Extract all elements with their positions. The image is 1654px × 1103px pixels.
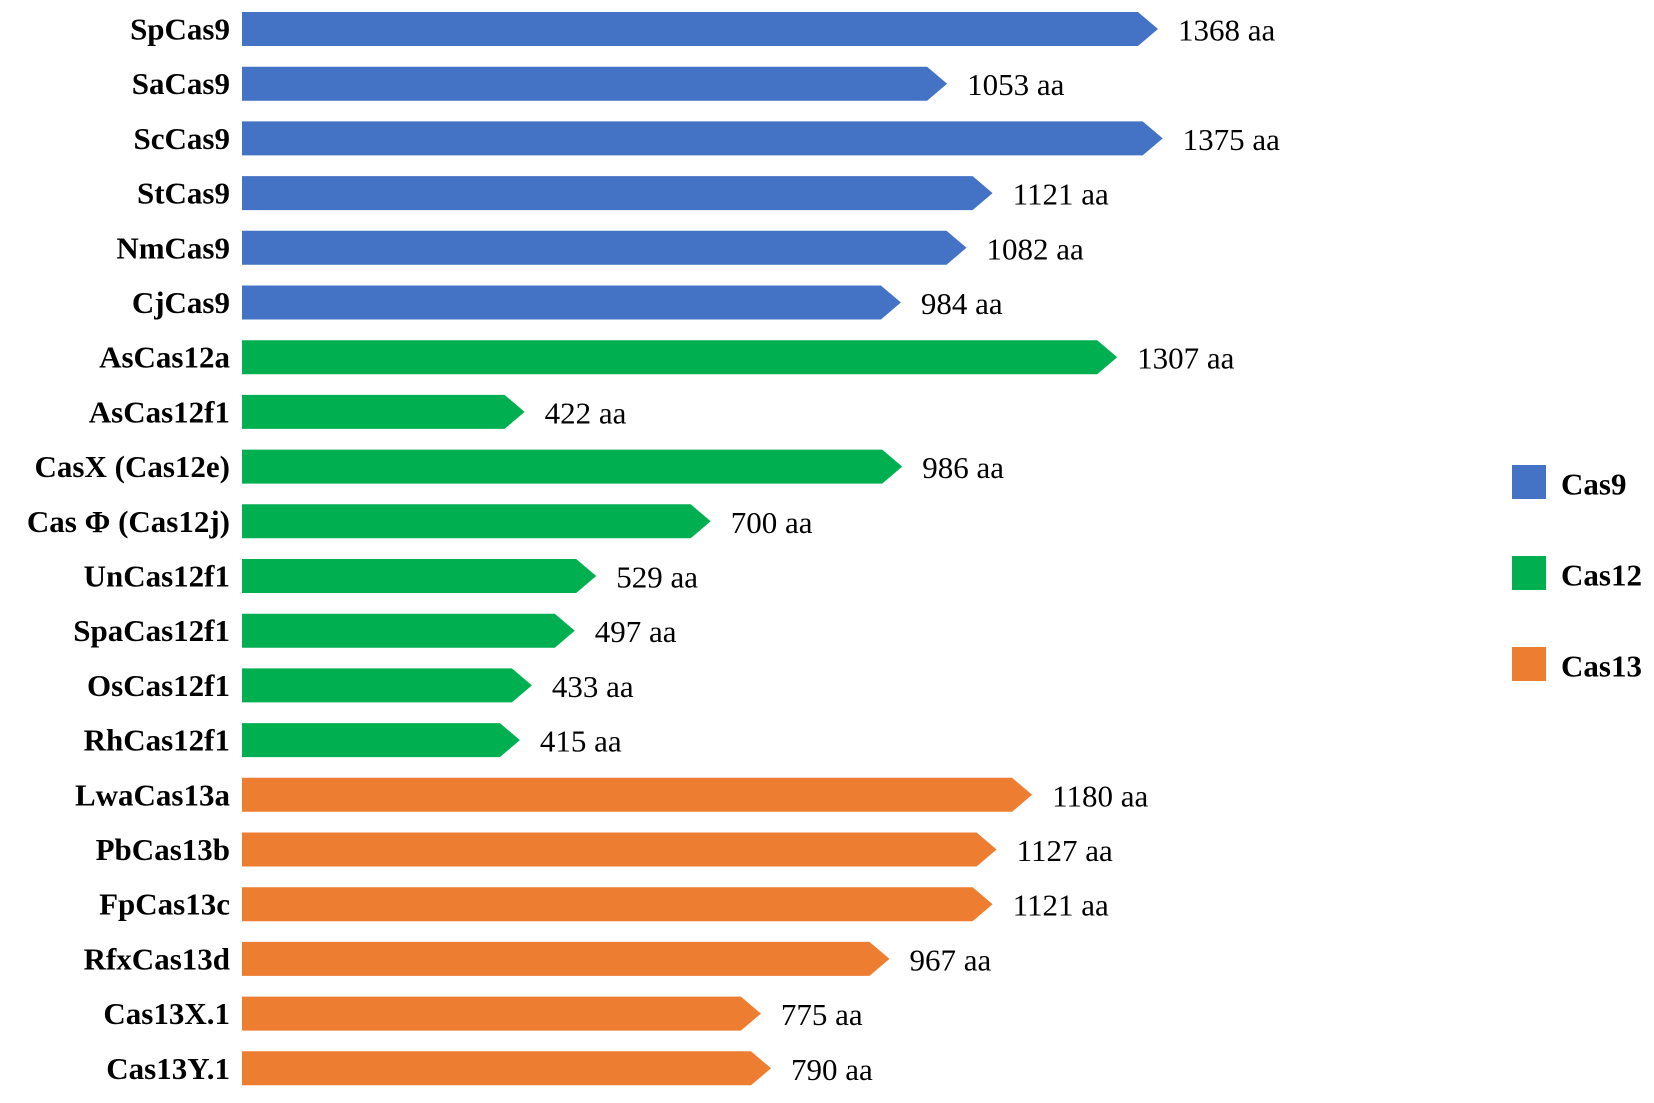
bar: [242, 394, 525, 429]
bar: [242, 777, 1033, 812]
legend-swatch: [1512, 556, 1546, 590]
bar: [242, 340, 1118, 375]
bar-row: LwaCas13a 1180 aa: [75, 777, 1148, 813]
category-label: SaCas9: [132, 66, 230, 101]
value-label: 967 aa: [909, 942, 991, 977]
legend-item: Cas9: [1512, 465, 1626, 502]
category-label: AsCas12a: [99, 340, 230, 375]
value-label: 775 aa: [781, 997, 863, 1032]
category-label: ScCas9: [134, 121, 230, 156]
value-label: 1121 aa: [1013, 888, 1109, 923]
category-label: SpaCas12f1: [73, 613, 230, 648]
legend-item: Cas12: [1512, 556, 1642, 593]
category-label: RfxCas13d: [84, 941, 230, 976]
category-label: AsCas12f1: [89, 394, 230, 429]
category-label: Cas13Y.1: [106, 1051, 230, 1086]
bar-row: UnCas12f1 529 aa: [84, 559, 699, 595]
bar: [242, 996, 761, 1031]
bar-row: Cas13X.1 775 aa: [103, 996, 863, 1032]
bar: [242, 723, 520, 758]
value-label: 984 aa: [921, 286, 1003, 321]
bar-row: CjCas9 984 aa: [132, 285, 1003, 321]
legend-item: Cas13: [1512, 647, 1642, 684]
bar: [242, 832, 997, 867]
value-label: 529 aa: [616, 560, 698, 595]
value-label: 1082 aa: [986, 231, 1084, 266]
value-label: 1121 aa: [1013, 177, 1109, 212]
category-label: Cas13X.1: [103, 996, 230, 1031]
legend-swatch: [1512, 465, 1546, 499]
category-label: SpCas9: [130, 12, 230, 47]
bar-row: Cas Φ (Cas12j) 700 aa: [27, 504, 813, 540]
bar: [242, 449, 903, 484]
bar-row: ScCas9 1375 aa: [134, 121, 1281, 157]
category-label: Cas Φ (Cas12j): [27, 504, 230, 539]
bar-row: SaCas9 1053 aa: [132, 66, 1065, 102]
value-label: 700 aa: [731, 505, 813, 540]
value-label: 790 aa: [791, 1052, 873, 1087]
category-label: NmCas9: [116, 230, 230, 265]
value-label: 1127 aa: [1017, 833, 1113, 868]
bar-row: StCas9 1121 aa: [137, 176, 1109, 212]
bar-row: NmCas9 1082 aa: [116, 230, 1084, 266]
legend-label: Cas9: [1561, 467, 1626, 502]
bar: [242, 230, 967, 265]
bar: [242, 66, 948, 101]
bar-row: OsCas12f1 433 aa: [87, 668, 634, 704]
legend-swatch: [1512, 647, 1546, 681]
category-label: FpCas13c: [99, 887, 230, 922]
bar: [242, 504, 711, 539]
value-label: 422 aa: [545, 395, 627, 430]
legend-label: Cas13: [1561, 649, 1642, 684]
value-label: 1368 aa: [1178, 13, 1276, 48]
bar: [242, 613, 575, 648]
bar: [242, 12, 1158, 46]
bar-row: FpCas13c 1121 aa: [99, 887, 1109, 923]
value-label: 1053 aa: [967, 67, 1065, 102]
bar: [242, 285, 901, 320]
bar-row: SpCas9 1368 aa: [130, 12, 1275, 48]
bar-row: CasX (Cas12e) 986 aa: [35, 449, 1005, 485]
bar: [242, 176, 993, 211]
bar: [242, 941, 890, 976]
category-label: CjCas9: [132, 285, 230, 320]
bar: [242, 668, 532, 703]
bar-row: RhCas12f1 415 aa: [84, 723, 622, 759]
legend: Cas9 Cas12 Cas13: [1512, 465, 1642, 684]
bar: [242, 887, 993, 922]
value-label: 415 aa: [540, 724, 622, 759]
value-label: 986 aa: [922, 450, 1004, 485]
bar-row: Cas13Y.1 790 aa: [106, 1051, 873, 1087]
category-label: LwaCas13a: [75, 777, 231, 812]
category-label: RhCas12f1: [84, 723, 230, 758]
bar: [242, 559, 597, 593]
bar-row: AsCas12a 1307 aa: [99, 340, 1235, 376]
category-label: UnCas12f1: [84, 559, 230, 594]
bar-row: SpaCas12f1 497 aa: [73, 613, 677, 649]
legend-label: Cas12: [1561, 558, 1642, 593]
bar: [242, 121, 1163, 156]
bar-row: RfxCas13d 967 aa: [84, 941, 992, 977]
value-label: 1375 aa: [1183, 122, 1281, 157]
value-label: 1307 aa: [1137, 341, 1235, 376]
category-label: OsCas12f1: [87, 668, 230, 703]
bar-row: AsCas12f1 422 aa: [89, 394, 627, 430]
category-label: CasX (Cas12e): [35, 449, 230, 484]
value-label: 497 aa: [595, 614, 677, 649]
bar-row: PbCas13b 1127 aa: [96, 832, 1113, 868]
bar: [242, 1051, 771, 1086]
category-label: PbCas13b: [96, 832, 230, 867]
value-label: 433 aa: [552, 669, 634, 704]
category-label: StCas9: [137, 176, 230, 211]
value-label: 1180 aa: [1052, 778, 1148, 813]
